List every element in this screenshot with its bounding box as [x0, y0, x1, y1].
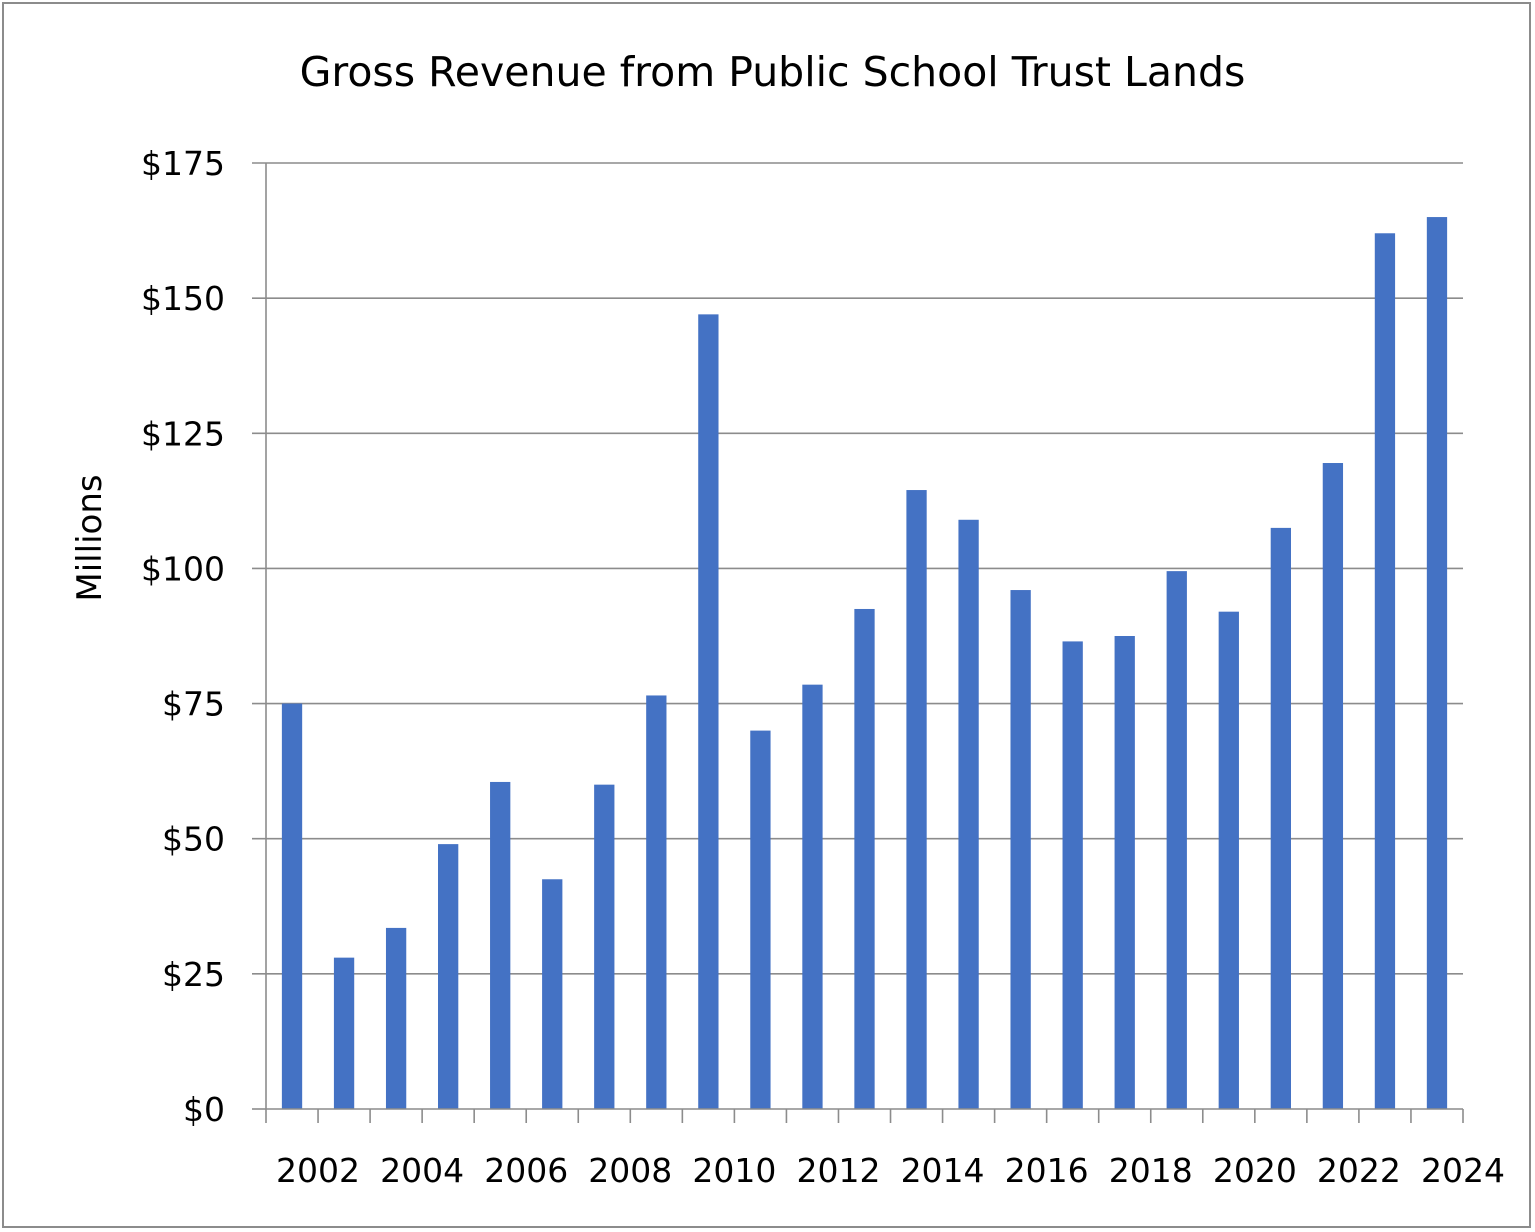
bar-2008	[594, 784, 615, 1109]
bars	[281, 217, 1448, 1110]
x-tick-label: 2022	[1317, 1151, 1401, 1190]
bar-2009	[646, 695, 667, 1109]
x-tick-label: 2010	[692, 1151, 776, 1190]
axes	[265, 163, 1464, 1123]
bar-2022	[1322, 463, 1344, 1109]
x-tick-label: 2012	[796, 1151, 880, 1190]
chart-title: Gross Revenue from Public School Trust L…	[299, 48, 1246, 96]
y-tick-label: $175	[141, 144, 225, 183]
x-tick-label: 2018	[1109, 1151, 1193, 1190]
y-tick-label: $50	[162, 820, 225, 859]
bar-2016	[1010, 590, 1031, 1109]
y-tick-label: $125	[141, 414, 225, 453]
y-tick-label: $100	[141, 549, 225, 588]
x-tick-label: 2024	[1421, 1151, 1505, 1190]
bar-2019	[1166, 571, 1187, 1109]
bar-2003	[333, 957, 355, 1109]
x-tick-label: 2002	[276, 1151, 360, 1190]
y-tick-labels: $0 $25 $50 $75 $100 $125 $150 $175	[141, 144, 225, 1129]
bar-2015	[958, 519, 979, 1109]
bar-2017	[1062, 641, 1083, 1109]
bar-2020	[1218, 611, 1239, 1109]
bar-2010	[698, 314, 719, 1109]
bar-2023	[1374, 233, 1396, 1109]
bar-2018	[1114, 636, 1135, 1109]
bar-2021	[1270, 527, 1291, 1109]
bar-2007	[542, 879, 563, 1109]
x-tick-label: 2004	[380, 1151, 464, 1190]
y-axis-label: Millions	[70, 474, 110, 601]
y-tick-label: $25	[162, 955, 225, 994]
y-tick-label: $75	[162, 685, 225, 724]
bar-2012	[802, 684, 823, 1109]
bar-2002	[281, 703, 303, 1109]
bar-2014	[906, 490, 927, 1109]
bar-2006	[490, 781, 511, 1109]
y-tick-label: $0	[183, 1090, 225, 1129]
x-tick-labels: 2002 2004 2006 2008 2010 2012 2014 2016 2018 2020…	[276, 1151, 1505, 1190]
x-tick-label: 2016	[1005, 1151, 1089, 1190]
bar-2024	[1426, 217, 1448, 1110]
x-tick-label: 2014	[901, 1151, 985, 1190]
y-tick-label: $150	[141, 279, 225, 318]
x-tick-label: 2006	[484, 1151, 568, 1190]
x-tick-label: 2008	[588, 1151, 672, 1190]
bar-2011	[750, 730, 771, 1109]
bar-2005	[438, 844, 459, 1109]
x-tick-label: 2020	[1213, 1151, 1297, 1190]
bar-2013	[854, 608, 875, 1109]
bar-2004	[385, 927, 407, 1109]
